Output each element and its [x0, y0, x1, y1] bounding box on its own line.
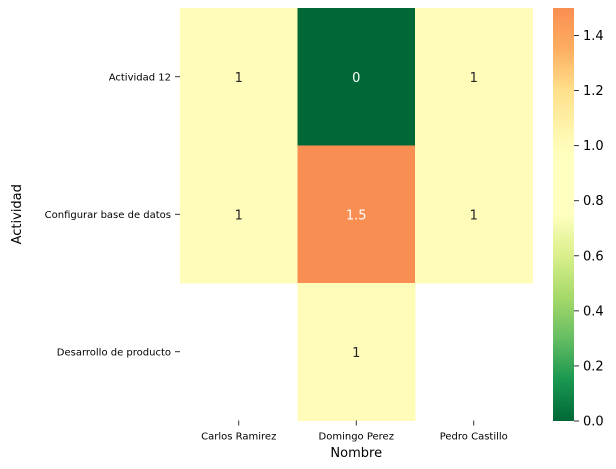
heatmap-cell	[180, 8, 298, 146]
y-tick-label: Configurar base de datos	[45, 210, 171, 221]
heatmap-cell	[180, 145, 298, 284]
y-axis-label: Actividad	[10, 184, 25, 244]
cell-annotation: 1	[352, 346, 360, 361]
heatmap-cells	[180, 8, 533, 421]
heatmap-cell	[415, 8, 533, 146]
y-tick-label: Actividad 12	[109, 72, 171, 83]
cell-annotation: 1.5	[346, 208, 367, 223]
colorbar-tick-label: 1.4	[583, 29, 604, 44]
x-tick-label: Domingo Perez	[319, 432, 394, 443]
x-tick-label: Carlos Ramirez	[201, 432, 276, 443]
cell-annotation: 1	[235, 71, 243, 86]
heatmap-cell	[415, 145, 533, 284]
cell-annotation: 1	[470, 71, 478, 86]
x-tick-label: Pedro Castillo	[440, 432, 508, 443]
cell-annotation: 0	[352, 71, 360, 86]
cell-annotation: 1	[235, 208, 243, 223]
heatmap-cell	[297, 145, 416, 284]
cell-annotations: 1 0 1 1 1.5 1 1	[235, 71, 478, 361]
colorbar-tick-label: 1.0	[583, 139, 604, 154]
colorbar-tick-label: 0.8	[583, 194, 604, 209]
y-axis-ticks: Actividad 12 Configurar base de datos Desa…	[45, 72, 180, 358]
colorbar-tick-label: 0.2	[583, 359, 604, 374]
heatmap-cell	[297, 8, 416, 146]
cell-annotation: 1	[470, 208, 478, 223]
x-axis-ticks: Carlos Ramirez Domingo Perez Pedro Castill…	[201, 420, 508, 443]
colorbar-tick-label: 0.4	[583, 304, 604, 319]
x-axis-label: Nombre	[330, 446, 382, 461]
colorbar-tick-label: 0.6	[583, 249, 604, 264]
y-tick-label: Desarrollo de producto	[57, 347, 171, 358]
colorbar-tick-label: 0.0	[583, 415, 604, 430]
colorbar-ticks: 0.0 0.2 0.4 0.6 0.8 1.0 1.2 1.4	[574, 29, 604, 430]
colorbar-tick-label: 1.2	[583, 84, 604, 99]
heatmap-cell	[297, 283, 416, 421]
colorbar	[553, 8, 574, 421]
